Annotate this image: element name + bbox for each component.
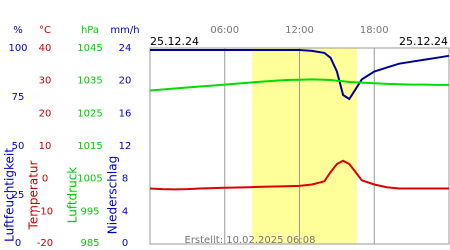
y-tick-label: 1035	[77, 76, 102, 87]
y-tick-label: 16	[119, 108, 132, 119]
y-tick-label: 10	[39, 141, 52, 152]
series-line	[149, 78, 449, 92]
y-tick-label: 1015	[77, 141, 102, 152]
y-tick-label: 12	[119, 141, 132, 152]
y-tick-label: 0	[122, 238, 128, 249]
y-tick-label: 8	[122, 174, 128, 185]
date-right: 25.12.24	[399, 35, 448, 48]
date-left: 25.12.24	[150, 35, 199, 48]
y-tick-label: 4	[122, 206, 128, 217]
x-tick-label: 18:00	[360, 25, 389, 36]
y-tick-label: -10	[37, 206, 53, 217]
y-tick-label: 995	[80, 206, 99, 217]
series-line	[149, 159, 449, 191]
axis-title: Luftdruck	[66, 167, 80, 224]
y-tick-label: 30	[39, 76, 52, 87]
y-tick-label: 0	[15, 238, 21, 249]
series-line	[150, 49, 450, 101]
y-tick-label: 985	[80, 238, 99, 249]
footer: Erstellt: 10.02.2025 06:08	[185, 235, 316, 246]
axis-unit: °C	[39, 25, 51, 36]
y-tick-label: 1025	[77, 108, 102, 119]
x-tick-label: 06:00	[210, 25, 239, 36]
y-tick-label: 1005	[77, 174, 102, 185]
daylight-band	[252, 48, 357, 244]
y-tick-label: 24	[119, 43, 132, 54]
y-tick-label: 0	[42, 174, 48, 185]
y-tick-label: 75	[12, 92, 25, 103]
y-tick-label: 20	[39, 108, 52, 119]
axis-unit: %	[13, 25, 23, 36]
axis-unit: mm/h	[110, 25, 139, 36]
axis-unit: hPa	[81, 25, 99, 36]
y-tick-label: 50	[12, 141, 25, 152]
y-tick-label: 25	[12, 190, 25, 201]
y-tick-label: 40	[39, 43, 52, 54]
y-tick-label: -20	[37, 238, 53, 249]
axis-title: Niederschlag	[106, 156, 120, 234]
x-tick-label: 12:00	[285, 25, 314, 36]
y-tick-label: 100	[8, 43, 27, 54]
y-tick-label: 1045	[77, 43, 102, 54]
axis-title: Temperatur	[27, 160, 41, 230]
axis-title: Luftfeuchtigkeit	[3, 148, 17, 242]
y-tick-label: 20	[119, 76, 132, 87]
